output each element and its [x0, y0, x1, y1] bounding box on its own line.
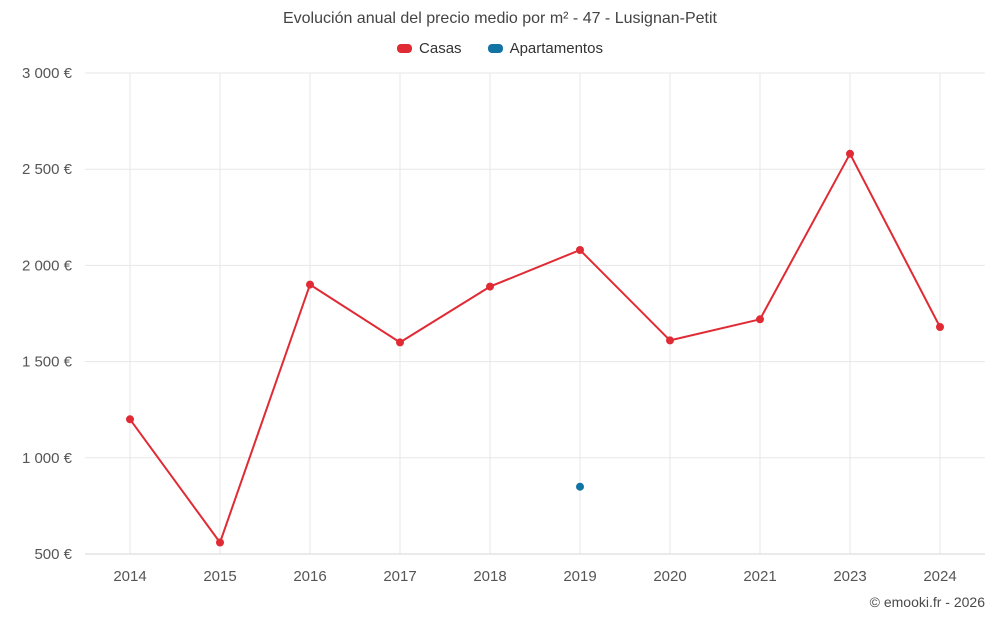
- y-axis-tick-label: 1 000 €: [22, 450, 73, 467]
- y-axis-tick-label: 3 000 €: [22, 65, 73, 82]
- x-axis-tick-label: 2021: [743, 568, 776, 585]
- y-axis-tick-label: 2 000 €: [22, 257, 73, 274]
- data-point-casas[interactable]: [396, 338, 404, 347]
- x-axis-tick-label: 2020: [653, 568, 686, 585]
- legend-label-apartamentos: Apartamentos: [509, 40, 603, 57]
- legend: Casas Apartamentos: [0, 40, 1000, 57]
- data-point-casas[interactable]: [936, 323, 944, 331]
- data-point-casas[interactable]: [846, 149, 854, 158]
- data-point-casas[interactable]: [306, 280, 314, 289]
- y-axis-tick-label: 2 500 €: [22, 161, 73, 178]
- data-point-casas[interactable]: [666, 336, 674, 345]
- legend-label-casas: Casas: [419, 40, 462, 57]
- x-axis-tick-label: 2015: [203, 568, 236, 585]
- data-point-apartamentos[interactable]: [576, 482, 584, 491]
- chart-title: Evolución anual del precio medio por m² …: [282, 10, 717, 27]
- series-line-casas: [129, 152, 941, 544]
- legend-item-casas[interactable]: Casas: [397, 40, 462, 57]
- data-point-casas[interactable]: [576, 246, 584, 254]
- x-axis-tick-label: 2018: [473, 568, 506, 585]
- casas-swatch-icon: [397, 44, 413, 53]
- copyright: © emooki.fr - 2026: [869, 594, 985, 610]
- x-axis-tick-label: 2014: [113, 568, 146, 585]
- x-axis-tick-label: 2019: [563, 568, 596, 585]
- y-axis-tick-label: 500 €: [34, 546, 72, 563]
- data-point-casas[interactable]: [126, 415, 134, 424]
- legend-item-apartamentos[interactable]: Apartamentos: [487, 40, 603, 57]
- x-axis-tick-label: 2017: [383, 568, 416, 585]
- x-axis-tick-label: 2024: [923, 568, 956, 585]
- data-point-casas[interactable]: [216, 538, 224, 547]
- data-point-casas[interactable]: [486, 282, 494, 291]
- apartamentos-swatch-icon: [487, 44, 503, 53]
- x-axis-tick-label: 2016: [293, 568, 326, 585]
- y-axis-tick-label: 1 500 €: [22, 354, 73, 371]
- x-axis-tick-label: 2023: [833, 568, 866, 585]
- data-point-casas[interactable]: [756, 315, 764, 324]
